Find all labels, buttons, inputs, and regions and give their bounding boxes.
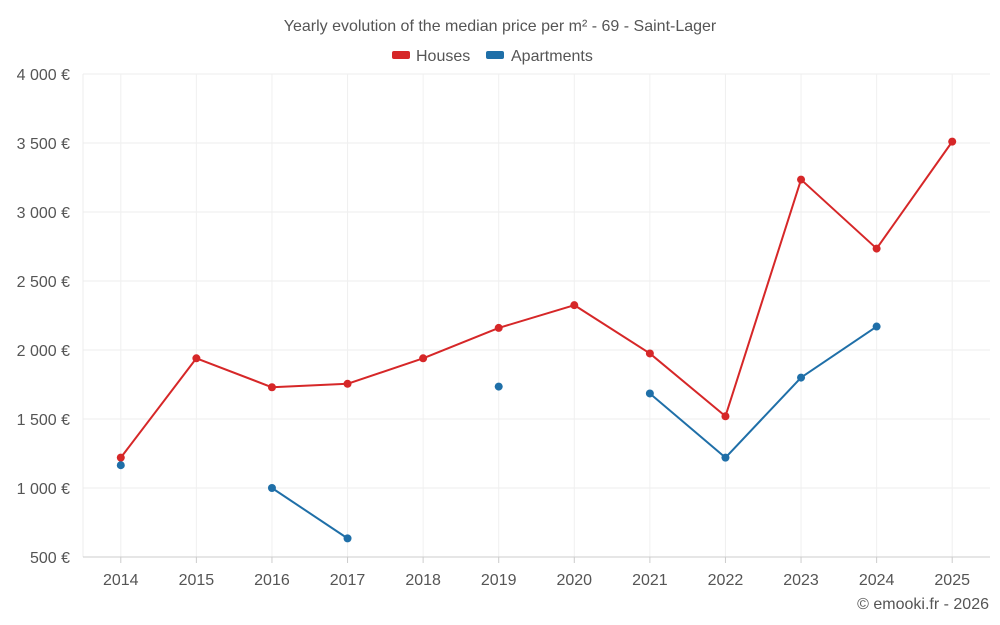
legend-swatch-houses xyxy=(392,51,410,59)
data-point-houses[interactable] xyxy=(494,323,503,332)
series-apartments xyxy=(116,322,881,543)
grid xyxy=(82,73,990,557)
y-tick-label: 1 500 € xyxy=(17,412,70,429)
data-point-houses[interactable] xyxy=(570,301,579,310)
legend-swatch-apartments xyxy=(486,51,504,59)
x-tick-label: 2014 xyxy=(103,572,139,589)
series-layer xyxy=(116,137,957,543)
x-tick-label: 2018 xyxy=(405,572,441,589)
chart-title: Yearly evolution of the median price per… xyxy=(284,18,717,35)
legend-label-apartments: Apartments xyxy=(511,48,593,65)
data-point-apartments[interactable] xyxy=(721,453,730,462)
x-tick-label: 2016 xyxy=(254,572,290,589)
y-tick-label: 4 000 € xyxy=(17,67,70,84)
x-tick-label: 2023 xyxy=(783,572,819,589)
data-point-houses[interactable] xyxy=(343,379,352,388)
data-point-houses[interactable] xyxy=(645,349,654,358)
x-tick-label: 2024 xyxy=(859,572,895,589)
x-tick-label: 2020 xyxy=(556,572,592,589)
data-point-houses[interactable] xyxy=(721,412,730,421)
data-point-houses[interactable] xyxy=(192,354,201,363)
data-point-apartments[interactable] xyxy=(494,382,503,391)
data-point-apartments[interactable] xyxy=(267,484,276,492)
legend-item-apartments[interactable]: Apartments xyxy=(486,48,593,65)
x-tick-label: 2015 xyxy=(179,572,215,589)
x-tick-label: 2017 xyxy=(330,572,366,589)
y-tick-label: 500 € xyxy=(30,550,70,567)
data-point-houses[interactable] xyxy=(267,383,276,392)
x-tick-label: 2025 xyxy=(934,572,970,589)
data-point-apartments[interactable] xyxy=(872,322,881,331)
legend-label-houses: Houses xyxy=(416,48,470,65)
legend: Houses Apartments xyxy=(392,48,593,65)
series-line-houses xyxy=(119,141,954,459)
data-point-houses[interactable] xyxy=(116,453,125,462)
y-tick-label: 1 000 € xyxy=(17,481,70,498)
x-tick-label: 2021 xyxy=(632,572,668,589)
data-point-houses[interactable] xyxy=(872,244,881,253)
data-point-apartments[interactable] xyxy=(645,389,654,398)
series-line-apartments xyxy=(649,325,878,459)
y-tick-label: 2 500 € xyxy=(17,274,70,291)
data-point-apartments[interactable] xyxy=(343,534,352,543)
legend-item-houses[interactable]: Houses xyxy=(392,48,470,65)
x-tick-label: 2022 xyxy=(708,572,744,589)
y-tick-label: 2 000 € xyxy=(17,343,70,360)
copyright-text: © emooki.fr - 2026 xyxy=(857,596,989,613)
series-houses xyxy=(116,137,957,462)
data-point-apartments[interactable] xyxy=(116,461,125,470)
y-axis: 500 € 1 000 € 1 500 € 2 000 € 2 500 € 3 000 €… xyxy=(17,67,70,567)
x-tick-label: 2019 xyxy=(481,572,517,589)
data-point-apartments[interactable] xyxy=(797,373,806,382)
data-point-houses[interactable] xyxy=(948,137,957,146)
y-tick-label: 3 500 € xyxy=(17,136,70,153)
y-tick-label: 3 000 € xyxy=(17,205,70,222)
data-point-houses[interactable] xyxy=(419,354,428,363)
x-axis: 2014 2015 2016 2017 2018 2019 2020 2021 2022 2023… xyxy=(83,556,990,589)
series-line-apartments xyxy=(271,487,349,540)
data-point-houses[interactable] xyxy=(797,175,806,184)
